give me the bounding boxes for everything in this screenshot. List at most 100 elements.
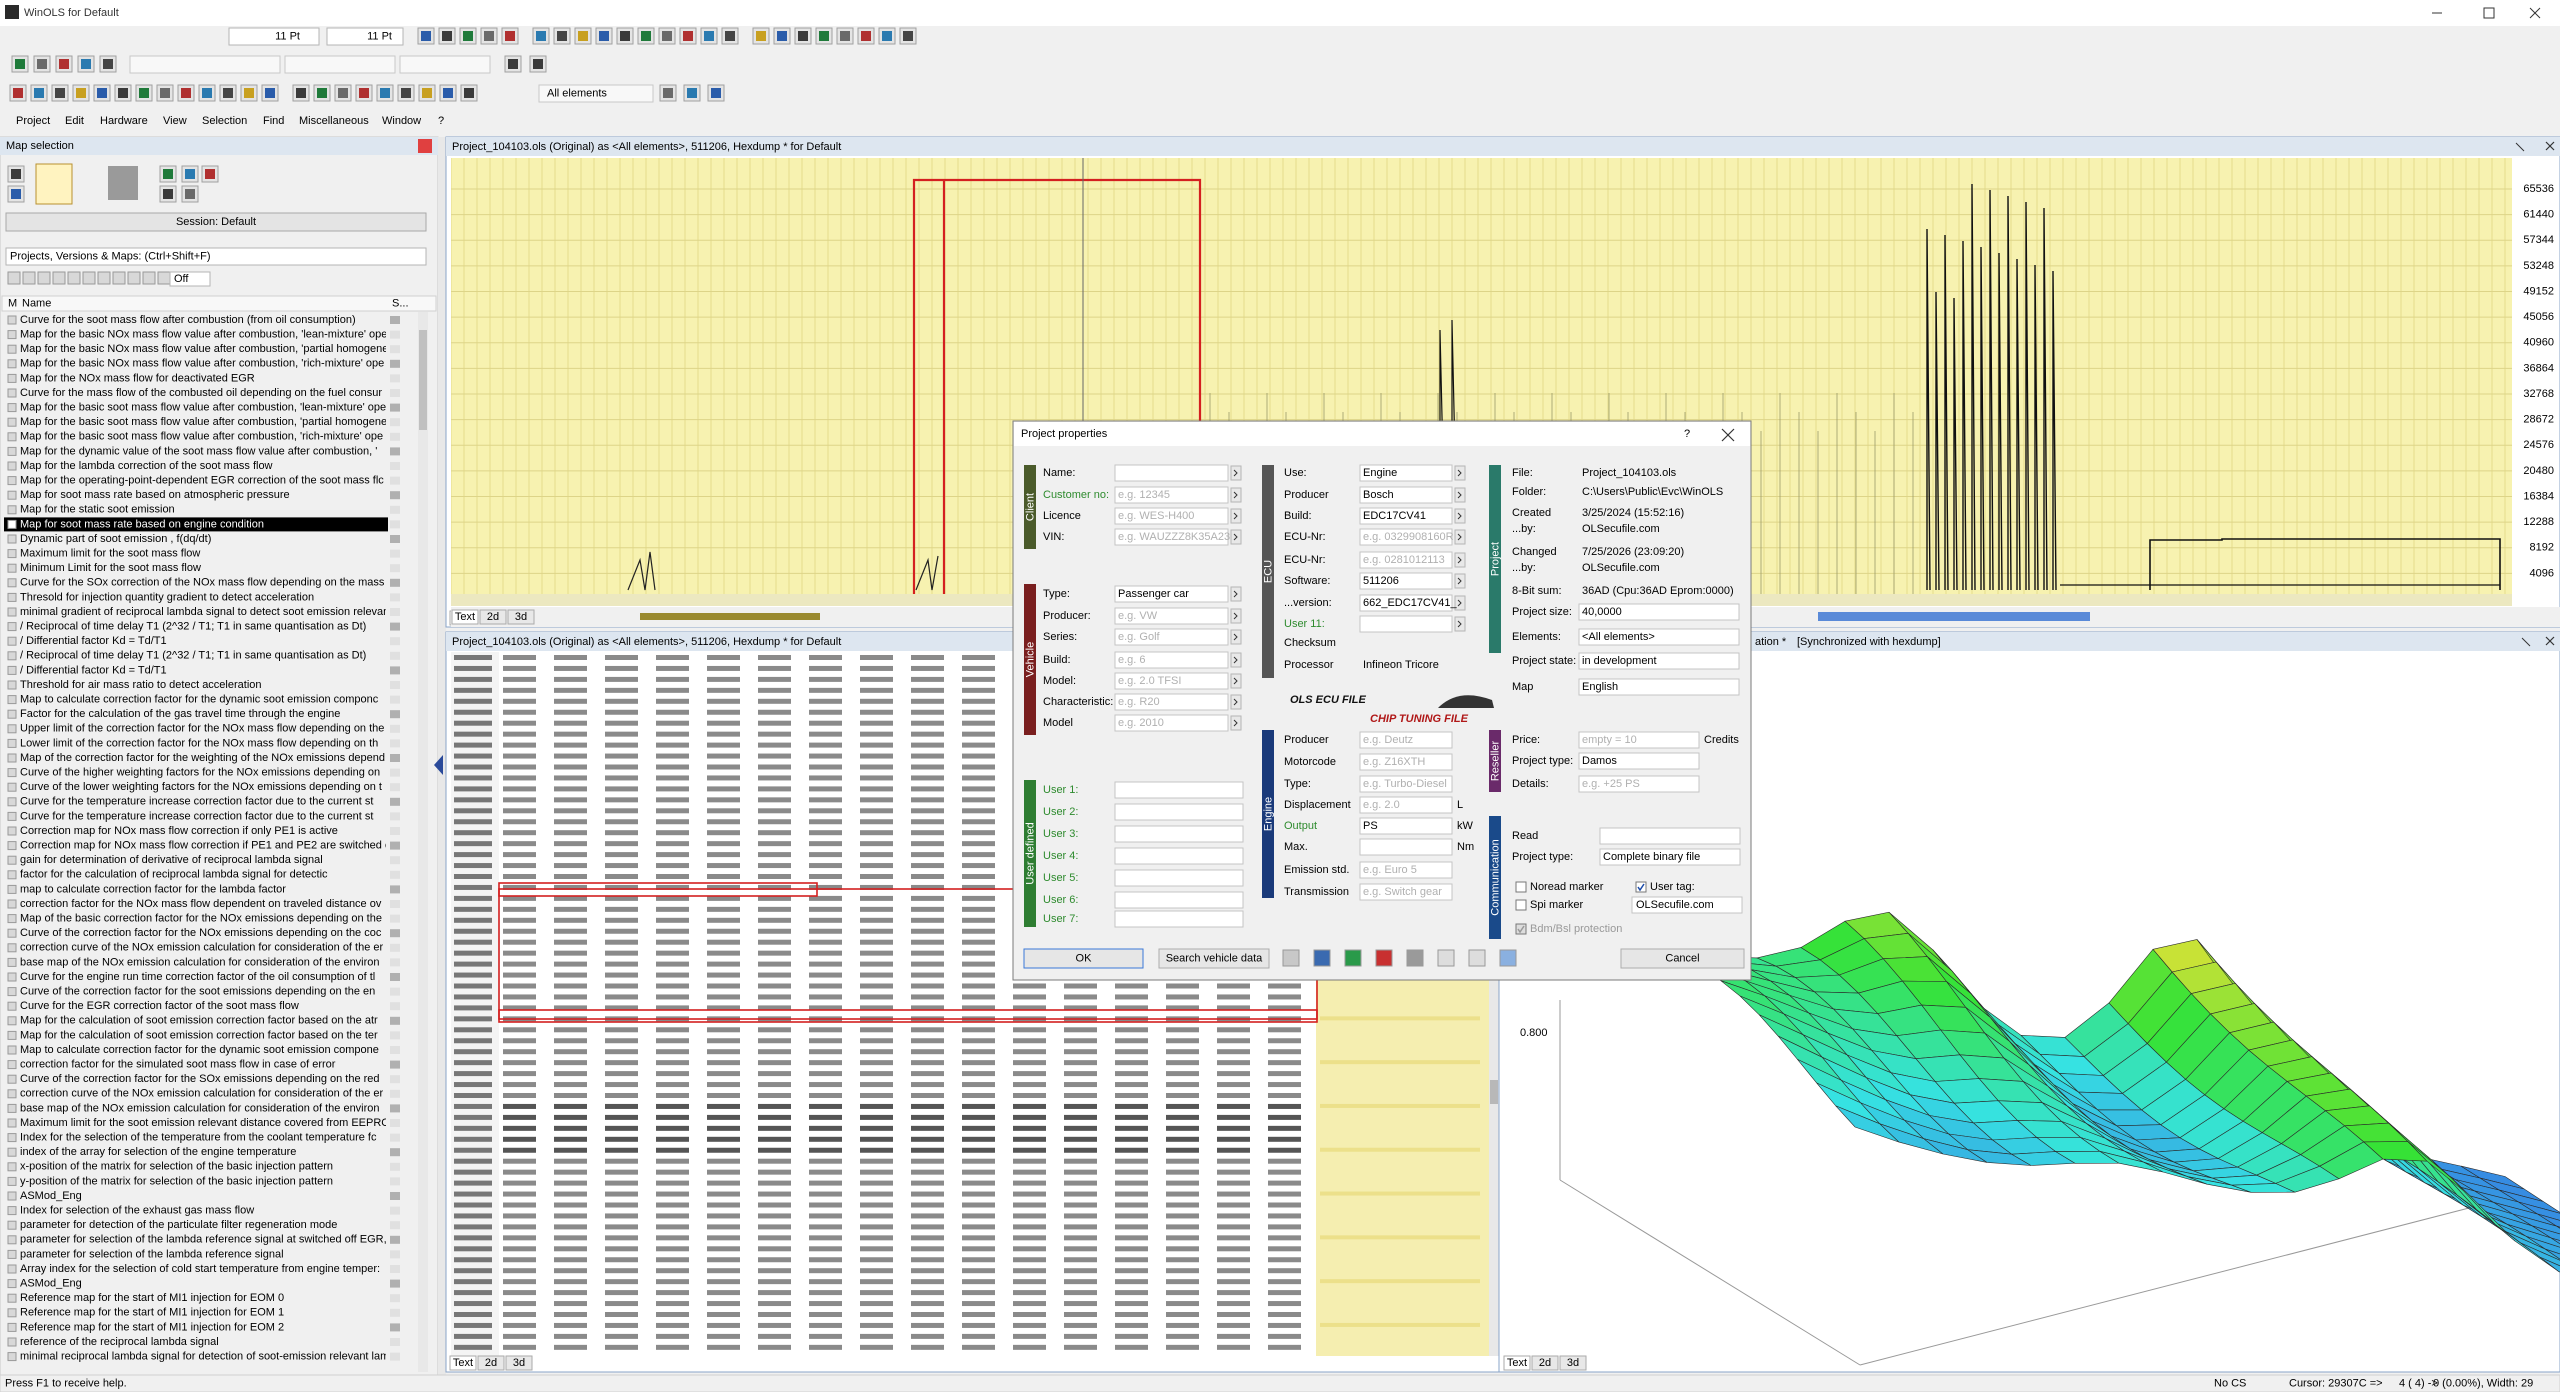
session-button-label[interactable]: Session: Default: [176, 216, 256, 228]
checkbox-label[interactable]: Noread marker: [1530, 881, 1604, 893]
map-item[interactable]: correction curve of the NOx emission cal…: [20, 942, 384, 954]
more-button[interactable]: [1230, 465, 1242, 481]
input-box[interactable]: [1114, 825, 1244, 843]
menu-item[interactable]: Find: [263, 115, 284, 127]
view-tab[interactable]: [1559, 1355, 1587, 1371]
map-item[interactable]: Curve for the temperature increase corre…: [20, 810, 373, 822]
view-tab[interactable]: [505, 1355, 533, 1371]
dialog-tool[interactable]: [1406, 949, 1424, 967]
map-item[interactable]: Map for soot mass rate based on engine c…: [20, 518, 264, 530]
map-item[interactable]: Map for the basic NOx mass flow value af…: [20, 329, 387, 341]
map-item[interactable]: Correction map for NOx mass flow correct…: [20, 825, 338, 837]
input-box[interactable]: [1114, 628, 1229, 646]
map-item[interactable]: Reference map for the start of MI1 injec…: [20, 1292, 284, 1304]
map-item[interactable]: factor for the calculation of reciprocal…: [20, 869, 328, 881]
filter-button[interactable]: [157, 271, 171, 285]
map-item[interactable]: / Differential factor Kd = Td/T1: [20, 664, 167, 676]
view-tab-label[interactable]: Text: [453, 1357, 473, 1369]
map-item[interactable]: Map to calculate correction factor for t…: [20, 694, 379, 706]
map-item[interactable]: map to calculate correction factor for t…: [20, 883, 286, 895]
map-item[interactable]: Curve for the soot mass flow after combu…: [20, 314, 356, 326]
more-button[interactable]: [1230, 487, 1242, 503]
checkbox-label[interactable]: Spi marker: [1530, 899, 1584, 911]
input-box[interactable]: [1359, 775, 1453, 793]
map-item[interactable]: Map to calculate correction factor for t…: [20, 1044, 379, 1056]
map-item[interactable]: Maximum limit for the soot emission rele…: [20, 1117, 389, 1129]
input-box[interactable]: [1114, 507, 1229, 525]
input-box[interactable]: [1359, 551, 1453, 569]
input-box[interactable]: [1114, 651, 1229, 669]
more-button[interactable]: [1230, 586, 1242, 602]
input-box[interactable]: [1114, 714, 1229, 732]
button-label[interactable]: Search vehicle data: [1166, 952, 1263, 964]
map-item[interactable]: parameter for selection of the lambda re…: [20, 1248, 284, 1260]
open-folder-icon[interactable]: [35, 163, 73, 205]
dialog-tool[interactable]: [1313, 949, 1331, 967]
filter-button[interactable]: [67, 271, 81, 285]
filter-button[interactable]: [7, 271, 21, 285]
panel-close[interactable]: [418, 139, 432, 153]
input-box[interactable]: [1599, 848, 1741, 866]
checkbox-label[interactable]: User tag:: [1650, 881, 1695, 893]
input-box[interactable]: [1114, 607, 1229, 625]
view-tab[interactable]: [1531, 1355, 1559, 1371]
more-button[interactable]: [1230, 529, 1242, 545]
map-item[interactable]: / Reciprocal of time delay T1 (2^32 / T1…: [20, 621, 366, 633]
menu-item[interactable]: Miscellaneous: [299, 115, 369, 127]
filter-button[interactable]: [52, 271, 66, 285]
scroll-thumb[interactable]: [1818, 612, 2090, 621]
input-box[interactable]: [1599, 827, 1741, 845]
input-box[interactable]: [1359, 528, 1453, 546]
map-item[interactable]: Map of the correction factor for the wei…: [20, 752, 385, 764]
map-item[interactable]: Maximum limit for the soot mass flow: [20, 548, 200, 560]
menu-item[interactable]: ?: [438, 115, 444, 127]
map-item[interactable]: Map for the calculation of soot emission…: [20, 1029, 378, 1041]
input-box[interactable]: [1359, 486, 1453, 504]
checkbox[interactable]: [1515, 899, 1527, 911]
more-button[interactable]: [1454, 552, 1466, 568]
map-item[interactable]: Map for soot mass rate based on atmosphe…: [20, 489, 290, 501]
map-item[interactable]: gain for determination of derivative of …: [20, 854, 323, 866]
view-tab-label[interactable]: 3d: [513, 1357, 525, 1369]
checkbox[interactable]: [1515, 881, 1527, 893]
filter-button[interactable]: [142, 271, 156, 285]
map-item[interactable]: Map of the basic correction factor for t…: [20, 913, 382, 925]
dialog-tool[interactable]: [1344, 949, 1362, 967]
input-box[interactable]: [1114, 486, 1229, 504]
button-label[interactable]: Cancel: [1665, 952, 1699, 964]
input-box[interactable]: [1114, 847, 1244, 865]
filter-button[interactable]: [82, 271, 96, 285]
more-button[interactable]: [1454, 529, 1466, 545]
filter-combo[interactable]: [5, 247, 427, 266]
map-item[interactable]: / Differential factor Kd = Td/T1: [20, 635, 167, 647]
map-item[interactable]: Upper limit of the correction factor for…: [20, 723, 384, 735]
view-tab[interactable]: [451, 609, 479, 625]
more-button[interactable]: [1230, 508, 1242, 524]
map-item[interactable]: / Reciprocal of time delay T1 (2^32 / T1…: [20, 650, 366, 662]
scroll-thumb[interactable]: [1490, 1080, 1498, 1104]
filter-button[interactable]: [127, 271, 141, 285]
view-tab-label[interactable]: 2d: [1539, 1357, 1551, 1369]
map-item[interactable]: minimal reciprocal lambda signal for det…: [20, 1351, 389, 1363]
map-item[interactable]: correction factor for the simulated soot…: [20, 1059, 336, 1071]
map-item[interactable]: Curve for the engine run time correction…: [20, 971, 375, 983]
map-item[interactable]: Reference map for the start of MI1 injec…: [20, 1321, 284, 1333]
map-item[interactable]: Index for the selection of the temperatu…: [20, 1132, 377, 1144]
map-item[interactable]: minimal gradient of reciprocal lambda si…: [20, 606, 389, 618]
map-item[interactable]: Minimum Limit for the soot mass flow: [20, 562, 201, 574]
view-tab[interactable]: [507, 609, 535, 625]
map-item[interactable]: Curve of the correction factor for the S…: [20, 1073, 380, 1085]
input-box[interactable]: [1114, 585, 1229, 603]
more-button[interactable]: [1230, 608, 1242, 624]
map-item[interactable]: Map for the basic soot mass flow value a…: [20, 431, 383, 443]
map-item[interactable]: Curve of the correction factor for the N…: [20, 927, 382, 939]
view-tab[interactable]: [477, 1355, 505, 1371]
menu-item[interactable]: Selection: [202, 115, 247, 127]
more-button[interactable]: [1230, 629, 1242, 645]
map-item[interactable]: Factor for the calculation of the gas tr…: [20, 708, 340, 720]
map-item[interactable]: base map of the NOx emission calculation…: [20, 956, 380, 968]
view-tab[interactable]: [449, 1355, 477, 1371]
input-box[interactable]: [1359, 796, 1453, 814]
view-tab-label[interactable]: 2d: [487, 611, 499, 623]
more-button[interactable]: [1230, 715, 1242, 731]
